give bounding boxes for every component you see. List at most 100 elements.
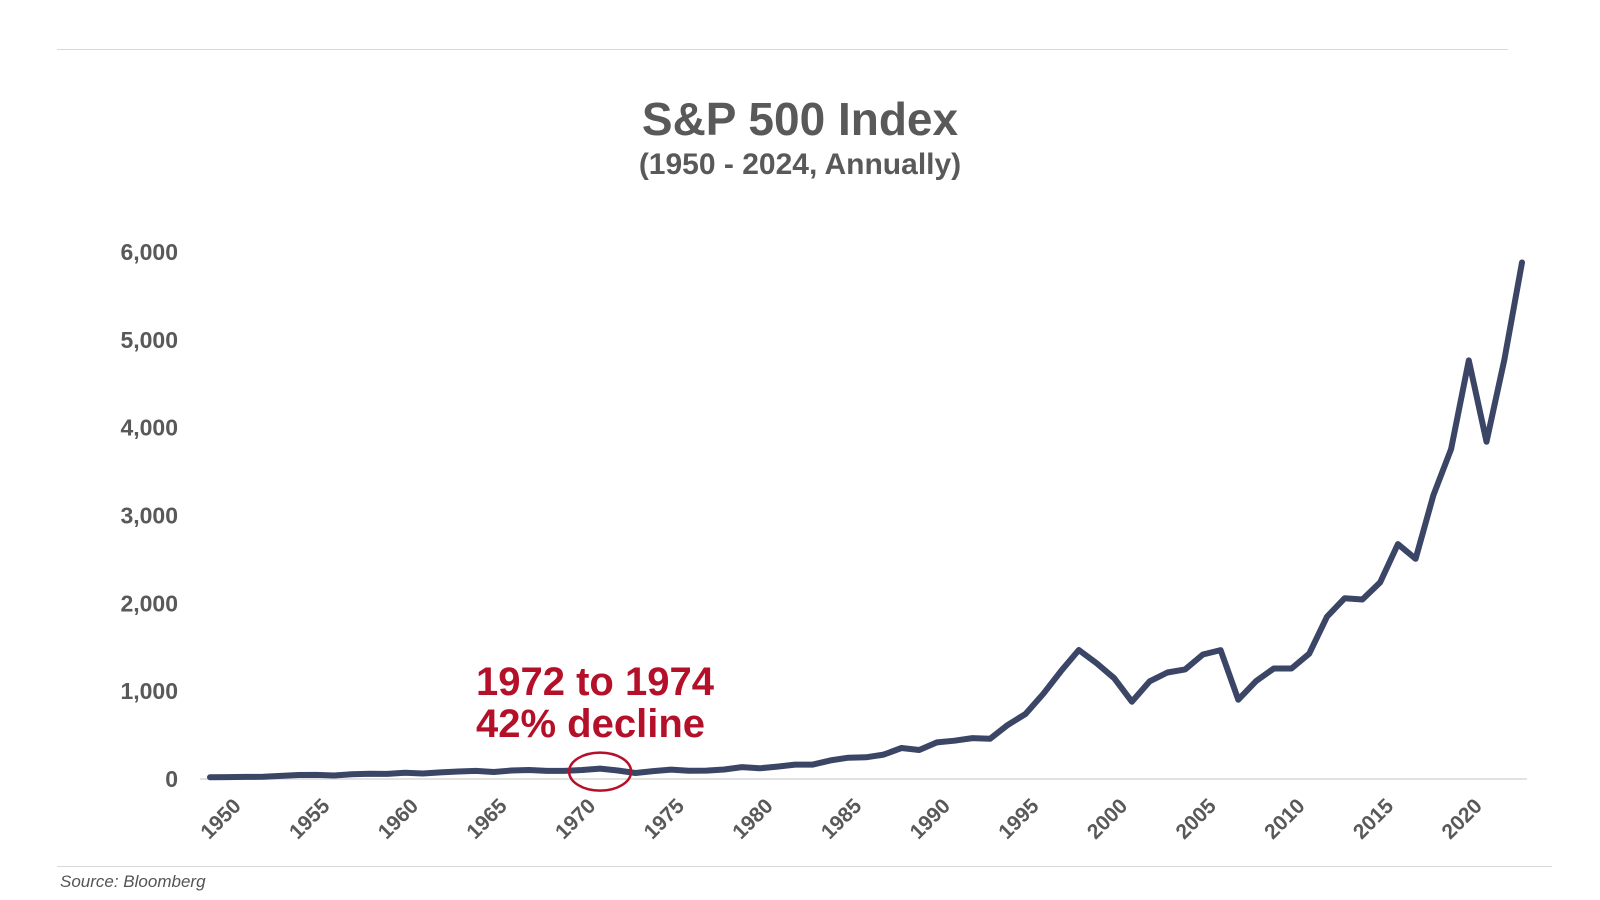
data-point bbox=[225, 774, 231, 780]
data-point bbox=[952, 738, 958, 744]
data-point bbox=[384, 771, 390, 777]
x-tick-label: 2000 bbox=[1083, 794, 1132, 843]
x-tick-label: 1955 bbox=[285, 794, 335, 844]
data-point bbox=[473, 768, 479, 774]
data-point bbox=[1093, 660, 1100, 666]
data-point bbox=[437, 769, 444, 776]
x-tick-label: 1950 bbox=[196, 794, 245, 843]
data-point bbox=[987, 736, 993, 742]
data-point bbox=[881, 752, 887, 758]
data-point bbox=[313, 772, 319, 778]
data-point bbox=[1218, 647, 1224, 653]
data-point bbox=[1466, 357, 1472, 363]
data-point bbox=[1111, 675, 1117, 681]
annotation-line-2: 42% decline bbox=[476, 702, 705, 746]
x-tick-label: 1990 bbox=[906, 794, 955, 843]
y-tick-label: 3,000 bbox=[120, 503, 178, 529]
data-point bbox=[367, 771, 373, 777]
data-point bbox=[402, 770, 408, 776]
data-point bbox=[260, 774, 266, 780]
data-point bbox=[579, 767, 585, 773]
bottom-divider bbox=[57, 866, 1552, 867]
top-divider bbox=[57, 49, 1508, 50]
data-point bbox=[650, 768, 656, 774]
data-point bbox=[1377, 579, 1383, 585]
data-point bbox=[969, 735, 976, 741]
y-tick-label: 6,000 bbox=[120, 239, 178, 265]
data-point bbox=[792, 762, 798, 768]
x-tick-label: 1985 bbox=[817, 794, 867, 844]
y-tick-label: 5,000 bbox=[120, 327, 178, 353]
data-point bbox=[420, 770, 426, 777]
data-point bbox=[1129, 699, 1135, 705]
data-point bbox=[242, 774, 249, 780]
data-point bbox=[278, 773, 284, 779]
data-point bbox=[349, 771, 355, 777]
chart-subtitle: (1950 - 2024, Annually) bbox=[638, 148, 962, 181]
data-point bbox=[1483, 439, 1490, 445]
data-point bbox=[774, 764, 781, 770]
data-point bbox=[1413, 556, 1419, 562]
series-points bbox=[207, 259, 1525, 780]
y-tick-label: 2,000 bbox=[120, 590, 178, 616]
data-point bbox=[863, 754, 869, 760]
data-point bbox=[615, 767, 621, 774]
data-point bbox=[1395, 541, 1401, 547]
y-tick-label: 4,000 bbox=[120, 415, 178, 441]
y-tick-label: 0 bbox=[165, 766, 178, 792]
data-point bbox=[1076, 647, 1082, 653]
data-point bbox=[1288, 665, 1295, 672]
annotation-circle bbox=[567, 751, 633, 792]
data-point bbox=[1235, 697, 1241, 703]
data-point bbox=[1519, 259, 1525, 266]
data-point bbox=[703, 768, 710, 774]
data-point bbox=[721, 766, 727, 773]
data-point bbox=[455, 768, 461, 775]
data-point bbox=[508, 767, 514, 774]
x-tick-label: 2015 bbox=[1349, 794, 1399, 844]
x-tick-label: 1995 bbox=[994, 794, 1044, 844]
data-point bbox=[739, 764, 745, 770]
data-point bbox=[1200, 651, 1206, 658]
y-axis-ticks: 0 1,000 2,000 3,000 4,000 5,000 6,000 bbox=[120, 239, 178, 792]
data-point bbox=[1147, 678, 1153, 684]
x-tick-label: 1960 bbox=[374, 794, 423, 843]
series-line bbox=[207, 259, 1525, 781]
data-point bbox=[668, 767, 674, 773]
data-point bbox=[526, 767, 532, 773]
data-point bbox=[1040, 691, 1046, 697]
data-point bbox=[1253, 678, 1259, 684]
data-point bbox=[1342, 595, 1348, 601]
data-point bbox=[1058, 668, 1064, 674]
y-tick-label: 1,000 bbox=[120, 678, 178, 704]
annotation-line-1: 1972 to 1974 bbox=[476, 660, 715, 704]
data-point bbox=[1306, 651, 1312, 657]
data-point bbox=[1023, 711, 1029, 717]
data-point bbox=[491, 769, 497, 775]
chart-title: S&P 500 Index bbox=[641, 93, 959, 145]
x-tick-label: 1965 bbox=[462, 794, 512, 844]
data-point bbox=[1271, 665, 1277, 672]
data-point bbox=[207, 774, 213, 780]
x-tick-label: 1980 bbox=[728, 794, 777, 843]
x-tick-label: 2020 bbox=[1438, 794, 1487, 843]
data-point bbox=[1324, 614, 1330, 620]
data-point bbox=[1359, 596, 1365, 603]
data-point bbox=[757, 765, 763, 771]
data-point bbox=[686, 768, 692, 774]
data-point bbox=[562, 768, 568, 774]
data-point bbox=[934, 739, 940, 746]
data-point bbox=[1182, 666, 1188, 673]
data-point bbox=[544, 768, 550, 774]
x-tick-label: 2010 bbox=[1260, 794, 1309, 843]
data-point bbox=[597, 766, 603, 772]
data-point bbox=[296, 772, 302, 778]
data-point bbox=[898, 745, 905, 751]
data-point bbox=[916, 747, 922, 753]
data-point bbox=[1501, 357, 1507, 363]
x-tick-label: 1970 bbox=[551, 794, 600, 843]
source-note: Source: Bloomberg bbox=[60, 872, 206, 891]
data-point bbox=[827, 757, 834, 764]
data-point bbox=[845, 755, 851, 761]
